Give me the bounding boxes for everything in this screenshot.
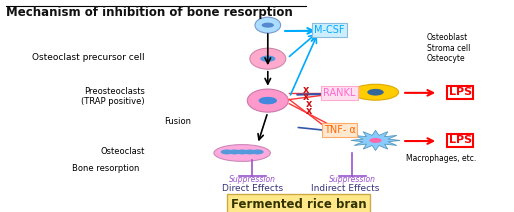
Text: Mechanism of inhibition of bone resorption: Mechanism of inhibition of bone resorpti… [6,6,293,19]
Ellipse shape [250,48,286,69]
Ellipse shape [353,84,398,100]
Circle shape [262,23,274,28]
Circle shape [251,149,264,155]
Ellipse shape [247,89,288,112]
Circle shape [236,149,248,155]
Ellipse shape [214,145,270,161]
Text: Fermented rice bran: Fermented rice bran [231,198,366,211]
Text: Fusion: Fusion [164,117,191,126]
Text: TNF- α: TNF- α [324,125,356,135]
Text: Osteoclast: Osteoclast [100,148,145,156]
Text: Direct Effects: Direct Effects [222,184,283,193]
Text: Bone resorption: Bone resorption [72,164,140,173]
Text: x: x [306,99,312,109]
Text: LPS: LPS [449,87,472,97]
Circle shape [370,138,382,143]
Text: M-CSF: M-CSF [314,25,344,35]
Circle shape [228,149,241,155]
Text: x: x [306,106,312,117]
Circle shape [368,89,384,96]
Ellipse shape [255,17,281,33]
Text: Suppression: Suppression [329,175,376,184]
Text: LPS: LPS [449,135,472,145]
Circle shape [260,56,276,62]
Circle shape [221,149,233,155]
Text: Osteoclast precursor cell: Osteoclast precursor cell [32,53,145,62]
Circle shape [259,97,277,104]
Text: Suppression: Suppression [229,175,276,184]
Text: Macrophages, etc.: Macrophages, etc. [406,154,476,163]
Text: x: x [303,85,309,95]
Text: Indirect Effects: Indirect Effects [310,184,379,193]
Circle shape [244,149,256,155]
Text: Preosteoclasts
(TRAP positive): Preosteoclasts (TRAP positive) [81,87,145,106]
Text: x: x [303,92,309,102]
Text: Osteoblast
Stroma cell
Osteocyte: Osteoblast Stroma cell Osteocyte [427,33,470,63]
Polygon shape [351,130,400,151]
Text: RANKL: RANKL [323,88,356,98]
